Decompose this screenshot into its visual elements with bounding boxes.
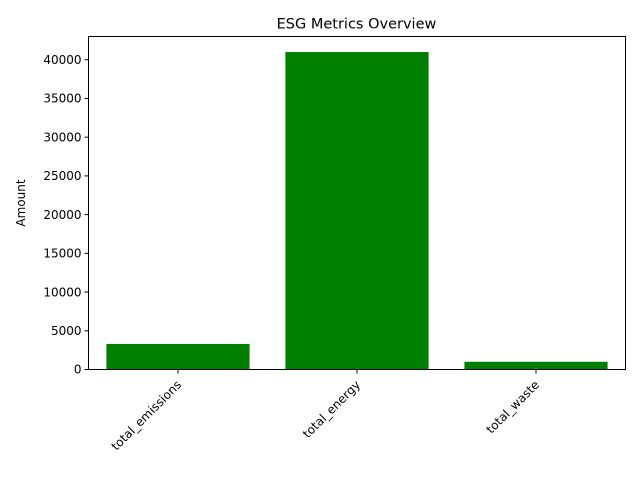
x-axis: total_emissions total_energy total_waste bbox=[109, 369, 542, 454]
bar-total-waste bbox=[464, 361, 608, 370]
y-axis-label: Amount bbox=[14, 179, 28, 226]
x-tick-label: total_energy bbox=[300, 378, 363, 441]
x-tick-label: total_waste bbox=[483, 378, 542, 437]
y-tick-label: 30000 bbox=[43, 130, 81, 144]
y-axis: 0 5000 10000 15000 20000 25000 30000 35000 40000 bbox=[43, 53, 89, 377]
bar-total-emissions bbox=[106, 343, 250, 370]
bars-group bbox=[106, 51, 608, 370]
bar-total-energy bbox=[285, 51, 429, 370]
chart-title: ESG Metrics Overview bbox=[277, 17, 437, 33]
y-tick-label: 5000 bbox=[51, 324, 82, 338]
y-tick-label: 15000 bbox=[43, 247, 81, 261]
y-tick-label: 25000 bbox=[43, 169, 81, 183]
y-tick-label: 10000 bbox=[43, 285, 81, 299]
y-tick-label: 20000 bbox=[43, 208, 81, 222]
y-tick-label: 40000 bbox=[43, 53, 81, 67]
x-tick-label: total_emissions bbox=[109, 378, 185, 454]
y-tick-label: 35000 bbox=[43, 92, 81, 106]
y-tick-label: 0 bbox=[74, 363, 82, 377]
